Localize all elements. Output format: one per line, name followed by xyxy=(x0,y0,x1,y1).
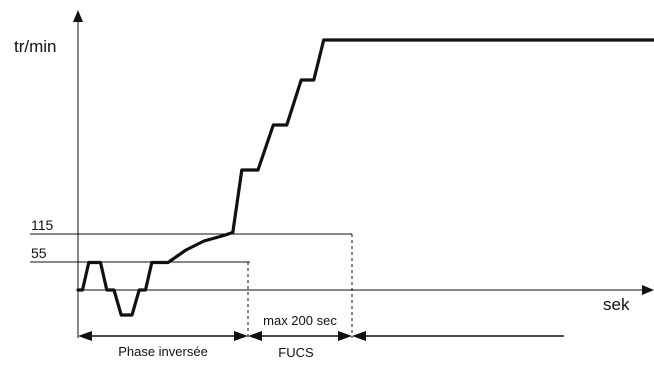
y-tick-label-115: 115 xyxy=(31,217,54,233)
max-duration-label: max 200 sec xyxy=(263,313,337,328)
continuation-arrow-left xyxy=(352,331,366,341)
phase-label: Phase inversée xyxy=(118,344,208,359)
phase-arrow-left xyxy=(78,331,92,341)
fucs-arrow-right xyxy=(338,331,352,341)
phase-arrow-right xyxy=(234,331,248,341)
y-axis-label: tr/min xyxy=(14,37,57,56)
x-axis-label: sek xyxy=(603,295,630,314)
fucs-arrow-left xyxy=(248,331,262,341)
fucs-label: FUCS xyxy=(278,345,314,360)
y-tick-label-55: 55 xyxy=(31,245,47,261)
y-axis-arrow xyxy=(73,10,83,22)
speed-curve xyxy=(76,38,654,317)
x-axis-arrow xyxy=(642,285,654,295)
